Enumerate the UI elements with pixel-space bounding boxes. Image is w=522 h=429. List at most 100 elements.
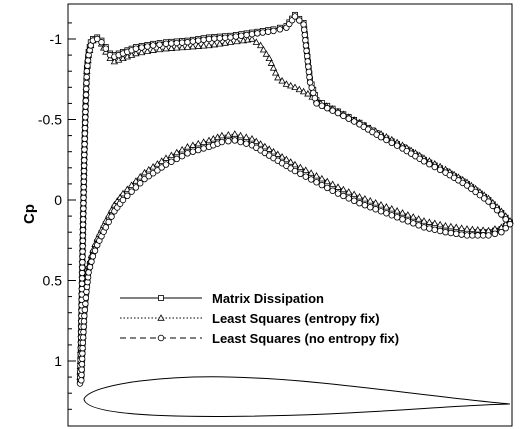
data-point: [259, 45, 268, 53]
data-point: [80, 173, 88, 180]
data-point: [296, 163, 305, 171]
series-1: [77, 11, 513, 384]
data-point: [178, 152, 186, 160]
data-point: [498, 228, 505, 236]
data-point: [270, 27, 277, 35]
data-point: [79, 226, 87, 234]
data-point: [237, 138, 244, 146]
data-point: [305, 68, 313, 76]
data-point: [361, 194, 369, 202]
data-point: [463, 232, 471, 239]
data-point: [83, 85, 90, 93]
data-point: [227, 34, 234, 41]
data-point: [431, 219, 439, 227]
data-point: [324, 105, 331, 112]
data-point: [295, 85, 303, 93]
data-point: [409, 213, 417, 220]
data-point: [366, 196, 374, 204]
data-point: [178, 43, 186, 51]
data-point: [79, 216, 87, 223]
data-point: [282, 155, 291, 163]
data-point: [306, 74, 313, 81]
data-point: [218, 138, 226, 146]
data-point: [184, 150, 191, 157]
data-point: [178, 145, 186, 153]
data-point: [356, 200, 363, 207]
data-point: [468, 185, 475, 192]
data-point: [269, 64, 278, 71]
airfoil-outline: [83, 376, 511, 417]
data-point: [388, 205, 396, 212]
data-point: [194, 139, 202, 147]
data-point: [173, 155, 180, 163]
data-point: [81, 312, 88, 320]
data-point: [261, 142, 269, 150]
data-point: [82, 91, 90, 99]
data-point: [81, 119, 89, 126]
data-point: [436, 166, 444, 174]
axes: -1 -0.5 0 0.5 1: [38, 3, 513, 427]
airfoil-shape: [83, 376, 511, 417]
data-point: [256, 41, 265, 49]
data-point: [287, 81, 295, 89]
data-point: [105, 218, 112, 226]
data-point: [383, 136, 390, 144]
data-point: [80, 189, 87, 196]
data-point: [311, 94, 319, 102]
data-point: [242, 133, 250, 140]
data-point: [304, 58, 311, 65]
data-point: [80, 162, 88, 169]
series-3: [76, 13, 514, 387]
data-point: [80, 178, 88, 185]
data-point: [102, 224, 109, 231]
data-point: [431, 163, 438, 171]
data-point: [149, 170, 157, 177]
data-point: [168, 40, 175, 47]
data-point: [252, 137, 260, 145]
data-point: [80, 318, 88, 325]
data-point: [318, 174, 326, 182]
data-point: [453, 230, 460, 238]
data-point: [231, 130, 239, 137]
data-point: [205, 41, 213, 49]
data-point: [82, 108, 89, 116]
data-point: [226, 38, 235, 45]
data-point: [78, 280, 86, 287]
data-point: [485, 232, 492, 239]
y-tick-label: -0.5: [38, 112, 62, 128]
data-point: [80, 194, 87, 202]
data-point: [350, 190, 358, 198]
data-point: [248, 30, 256, 38]
data-point: [345, 195, 352, 202]
data-point: [216, 40, 224, 47]
data-point: [149, 42, 157, 49]
data-point: [85, 269, 92, 276]
data-point: [136, 180, 144, 187]
data-point: [155, 45, 164, 53]
data-point: [132, 184, 140, 191]
data-point: [91, 247, 99, 254]
data-point: [79, 350, 86, 357]
data-point: [474, 225, 482, 233]
data-point: [81, 306, 89, 314]
data-point: [442, 228, 449, 236]
data-point: [79, 242, 86, 250]
data-point: [78, 377, 85, 384]
data-point: [83, 67, 91, 75]
data-point: [324, 184, 331, 192]
data-point: [334, 109, 342, 117]
data-point: [452, 223, 460, 231]
data-point: [355, 192, 364, 200]
data-point: [233, 37, 241, 45]
data-point: [128, 188, 135, 195]
data-point: [144, 43, 151, 50]
data-point: [274, 150, 282, 157]
data-point: [334, 183, 342, 190]
data-point: [154, 167, 161, 174]
data-point: [318, 102, 326, 110]
data-point: [457, 224, 466, 231]
y-tick-label: 0.5: [43, 273, 63, 289]
data-point: [350, 118, 358, 125]
data-point: [243, 31, 250, 39]
data-point: [267, 59, 276, 66]
